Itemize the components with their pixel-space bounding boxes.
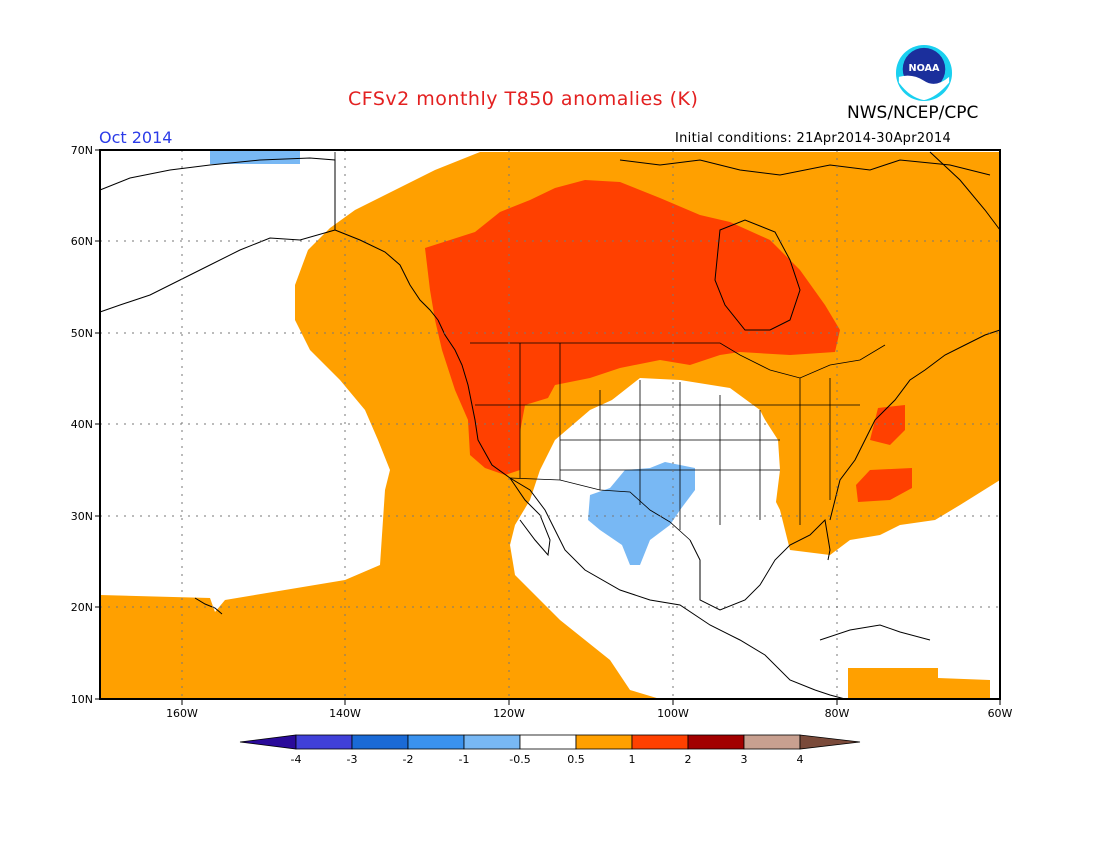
cuba xyxy=(819,624,931,641)
legend-box-8 xyxy=(687,734,745,750)
noaa-logo: NOAA xyxy=(895,44,953,102)
hawaii xyxy=(194,597,223,615)
legend-box-9 xyxy=(743,734,801,750)
legend-label: 4 xyxy=(797,753,804,766)
lat-label-10n: 10N xyxy=(71,693,93,706)
legend-arrow-high xyxy=(799,734,861,750)
lon-label-80w: 80W xyxy=(825,707,850,720)
legend-label: -0.5 xyxy=(509,753,530,766)
noaa-logo-text: NOAA xyxy=(909,63,941,74)
greenland-coast xyxy=(929,151,1001,231)
longitude-axis: 160W 140W 120W 100W 80W 60W xyxy=(166,699,1013,720)
canada-us-border xyxy=(470,342,886,379)
anomaly-blue-southwest xyxy=(588,462,695,565)
graticule xyxy=(100,150,1000,699)
lon-label-120w: 120W xyxy=(493,707,525,720)
legend-label: 1 xyxy=(629,753,636,766)
legend-label: -1 xyxy=(459,753,470,766)
anomaly-red-east-coast xyxy=(870,405,905,445)
anomaly-blue-arctic xyxy=(210,150,300,164)
legend-box-6 xyxy=(575,734,633,750)
color-legend: -4 -3 -2 -1 -0.5 0.5 1 2 3 4 xyxy=(239,734,861,766)
legend-box-2 xyxy=(351,734,409,750)
forecast-period: Oct 2014 xyxy=(99,128,173,147)
pacific-coast xyxy=(437,319,816,691)
anomaly-red-offshore xyxy=(856,468,912,502)
map-title: CFSv2 monthly T850 anomalies (K) xyxy=(348,88,699,110)
lat-label-40n: 40N xyxy=(71,418,93,431)
latitude-axis: 70N 60N 50N 40N 30N 20N 10N xyxy=(71,144,100,706)
initial-conditions: Initial conditions: 21Apr2014-30Apr2014 xyxy=(675,131,952,146)
anomaly-fields xyxy=(100,150,1000,699)
legend-box-3 xyxy=(407,734,465,750)
lat-label-50n: 50N xyxy=(71,327,93,340)
lat-label-20n: 20N xyxy=(71,601,93,614)
legend-box-7 xyxy=(631,734,689,750)
political-borders xyxy=(334,152,886,541)
alaska-south-coast xyxy=(99,229,336,313)
anomaly-orange-caribbean xyxy=(848,668,990,699)
legend-box-4 xyxy=(463,734,521,750)
lon-label-160w: 160W xyxy=(166,707,198,720)
anomaly-red-north xyxy=(425,180,840,475)
gulf-coast xyxy=(689,518,831,611)
legend-label: -3 xyxy=(347,753,358,766)
legend-label: 0.5 xyxy=(567,753,585,766)
lon-label-140w: 140W xyxy=(329,707,361,720)
hudson-bay xyxy=(714,219,801,331)
baja-coast xyxy=(509,477,551,557)
atlantic-coast xyxy=(829,329,1001,521)
agency-label: NWS/NCEP/CPC xyxy=(847,103,979,123)
legend-box-5 xyxy=(519,734,577,750)
lat-label-30n: 30N xyxy=(71,510,93,523)
legend-label: 2 xyxy=(685,753,692,766)
legend-label: 3 xyxy=(741,753,748,766)
lat-label-70n: 70N xyxy=(71,144,93,157)
legend-box-1 xyxy=(295,734,353,750)
legend-label: -2 xyxy=(403,753,414,766)
lon-label-100w: 100W xyxy=(657,707,689,720)
legend-label: -4 xyxy=(291,753,302,766)
arctic-islands xyxy=(619,159,991,176)
state-lines xyxy=(475,343,860,530)
legend-arrow-low xyxy=(239,734,297,750)
lat-label-60n: 60N xyxy=(71,235,93,248)
lon-label-60w: 60W xyxy=(988,707,1013,720)
central-america xyxy=(814,689,846,700)
